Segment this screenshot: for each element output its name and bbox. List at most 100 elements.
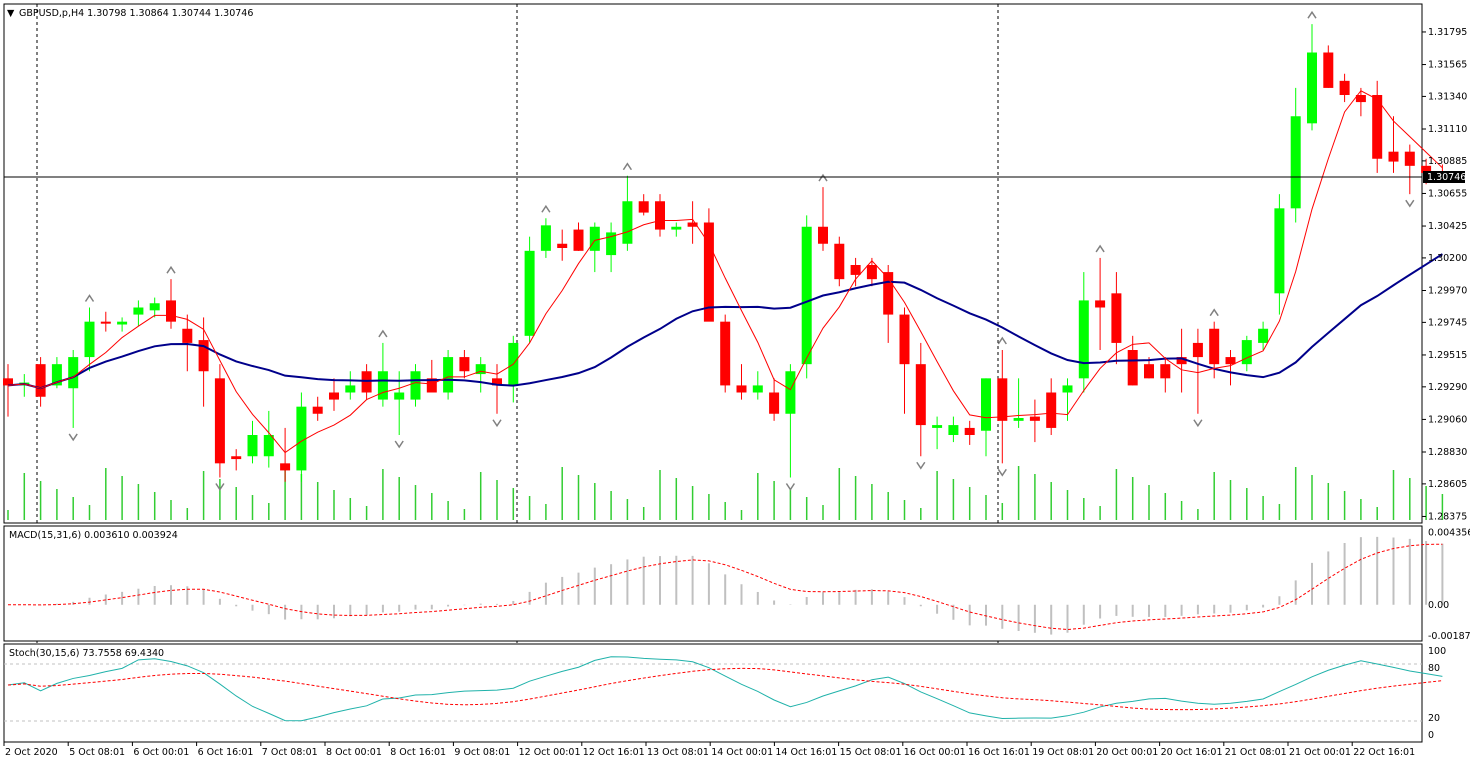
candle-body xyxy=(687,222,698,227)
candle xyxy=(492,364,502,414)
macd-axis: 0.004356 0.00 -0.001876 xyxy=(1428,527,1470,642)
price-tick-label: 1.31340 xyxy=(1428,91,1467,102)
candle-body xyxy=(149,303,160,311)
candle-body xyxy=(1388,151,1399,162)
candle xyxy=(459,350,470,379)
candle xyxy=(1160,357,1171,393)
candle xyxy=(703,208,714,322)
candle xyxy=(182,314,193,372)
candle-body xyxy=(100,321,111,324)
candle-body xyxy=(964,427,975,435)
candle-body xyxy=(475,364,486,375)
candle-body xyxy=(589,226,600,251)
candle-body xyxy=(394,392,405,400)
fractal-up-marker xyxy=(818,173,828,182)
candle-body xyxy=(1095,300,1106,308)
fractal-up-marker xyxy=(166,265,176,274)
candle-body xyxy=(214,378,225,464)
time-tick-label: 5 Oct 08:01 xyxy=(69,747,125,758)
stoch-tick-label: 20 xyxy=(1428,713,1440,724)
candle xyxy=(100,311,111,332)
candle xyxy=(964,420,975,445)
macd-header: MACD(15,31,6) 0.003610 0.003924 xyxy=(9,530,178,541)
time-tick-label: 9 Oct 08:01 xyxy=(454,747,510,758)
candle xyxy=(1111,272,1122,365)
stoch-header: Stoch(30,15,6) 73.7558 69.4340 xyxy=(9,648,164,659)
candle xyxy=(443,350,454,400)
candle xyxy=(671,222,682,237)
candle-body xyxy=(1290,116,1301,209)
candle-body xyxy=(915,364,926,426)
price-tick-label: 1.28830 xyxy=(1428,447,1467,458)
time-tick-label: 15 Oct 08:01 xyxy=(840,747,902,758)
fractal-down-marker xyxy=(997,468,1007,477)
price-tick-label: 1.28605 xyxy=(1428,479,1467,490)
candle xyxy=(834,236,845,287)
candle xyxy=(769,378,780,421)
candle-body xyxy=(801,226,812,365)
price-tick-label: 1.29745 xyxy=(1428,317,1467,328)
macd-tick-label: -0.001876 xyxy=(1428,631,1470,642)
candle-body xyxy=(736,385,747,393)
price-tick-label: 1.29515 xyxy=(1428,350,1467,361)
candle-body xyxy=(329,392,339,400)
candle-body xyxy=(1372,95,1383,159)
candle-body xyxy=(459,357,470,372)
candle-body xyxy=(312,406,323,414)
candle xyxy=(394,371,405,435)
candle xyxy=(296,392,307,482)
candle xyxy=(589,222,600,273)
candle xyxy=(361,364,372,400)
candle-body xyxy=(198,340,209,372)
candle-body xyxy=(671,226,682,230)
price-tick-label: 1.28375 xyxy=(1428,511,1467,522)
candle-body xyxy=(182,328,193,343)
candle-body xyxy=(1078,300,1089,379)
candle xyxy=(1290,87,1301,223)
candle-body xyxy=(443,357,454,393)
candle xyxy=(214,364,225,478)
candle-body xyxy=(899,314,910,365)
candle xyxy=(899,307,910,414)
candle xyxy=(1013,378,1024,428)
time-tick-label: 12 Oct 00:01 xyxy=(519,747,581,758)
price-tick-label: 1.31565 xyxy=(1428,60,1467,71)
time-tick-label: 22 Oct 16:01 xyxy=(1353,747,1415,758)
fractal-down-marker xyxy=(68,433,78,442)
candle-body xyxy=(1404,151,1415,166)
fractal-up-marker xyxy=(1095,244,1105,253)
candle xyxy=(1274,194,1285,315)
candle xyxy=(1046,378,1057,435)
candle xyxy=(1404,144,1415,195)
candle xyxy=(752,371,763,400)
candle xyxy=(655,194,665,237)
candle-body xyxy=(932,425,943,428)
fractal-down-marker xyxy=(1405,199,1415,208)
candle-body xyxy=(524,250,535,336)
candle-body xyxy=(1144,364,1154,379)
time-tick-label: 21 Oct 00:01 xyxy=(1289,747,1351,758)
macd-tick-label: 0.00 xyxy=(1428,600,1449,611)
stoch-signal-line xyxy=(7,667,1443,711)
candle-body xyxy=(1355,95,1366,103)
candle-body xyxy=(850,265,861,275)
chart-dropdown-icon[interactable]: ▼ xyxy=(7,8,15,19)
candle-body xyxy=(1192,342,1203,358)
candle xyxy=(247,420,258,464)
candle xyxy=(149,297,160,318)
time-tick-label: 6 Oct 16:01 xyxy=(198,747,254,758)
price-tick-label: 1.30885 xyxy=(1428,156,1467,167)
fractal-up-marker xyxy=(541,204,551,213)
time-tick-label: 6 Oct 00:01 xyxy=(133,747,189,758)
time-tick-label: 7 Oct 08:01 xyxy=(262,747,318,758)
candle-body xyxy=(133,307,144,315)
fractal-up-marker xyxy=(1209,308,1219,317)
candle xyxy=(1176,328,1187,393)
macd-tick-label: 0.004356 xyxy=(1428,527,1470,538)
candle xyxy=(606,222,617,273)
candle xyxy=(1339,73,1350,103)
time-tick-label: 19 Oct 08:01 xyxy=(1032,747,1094,758)
slow-moving-average xyxy=(7,253,1443,390)
candle xyxy=(818,187,828,251)
